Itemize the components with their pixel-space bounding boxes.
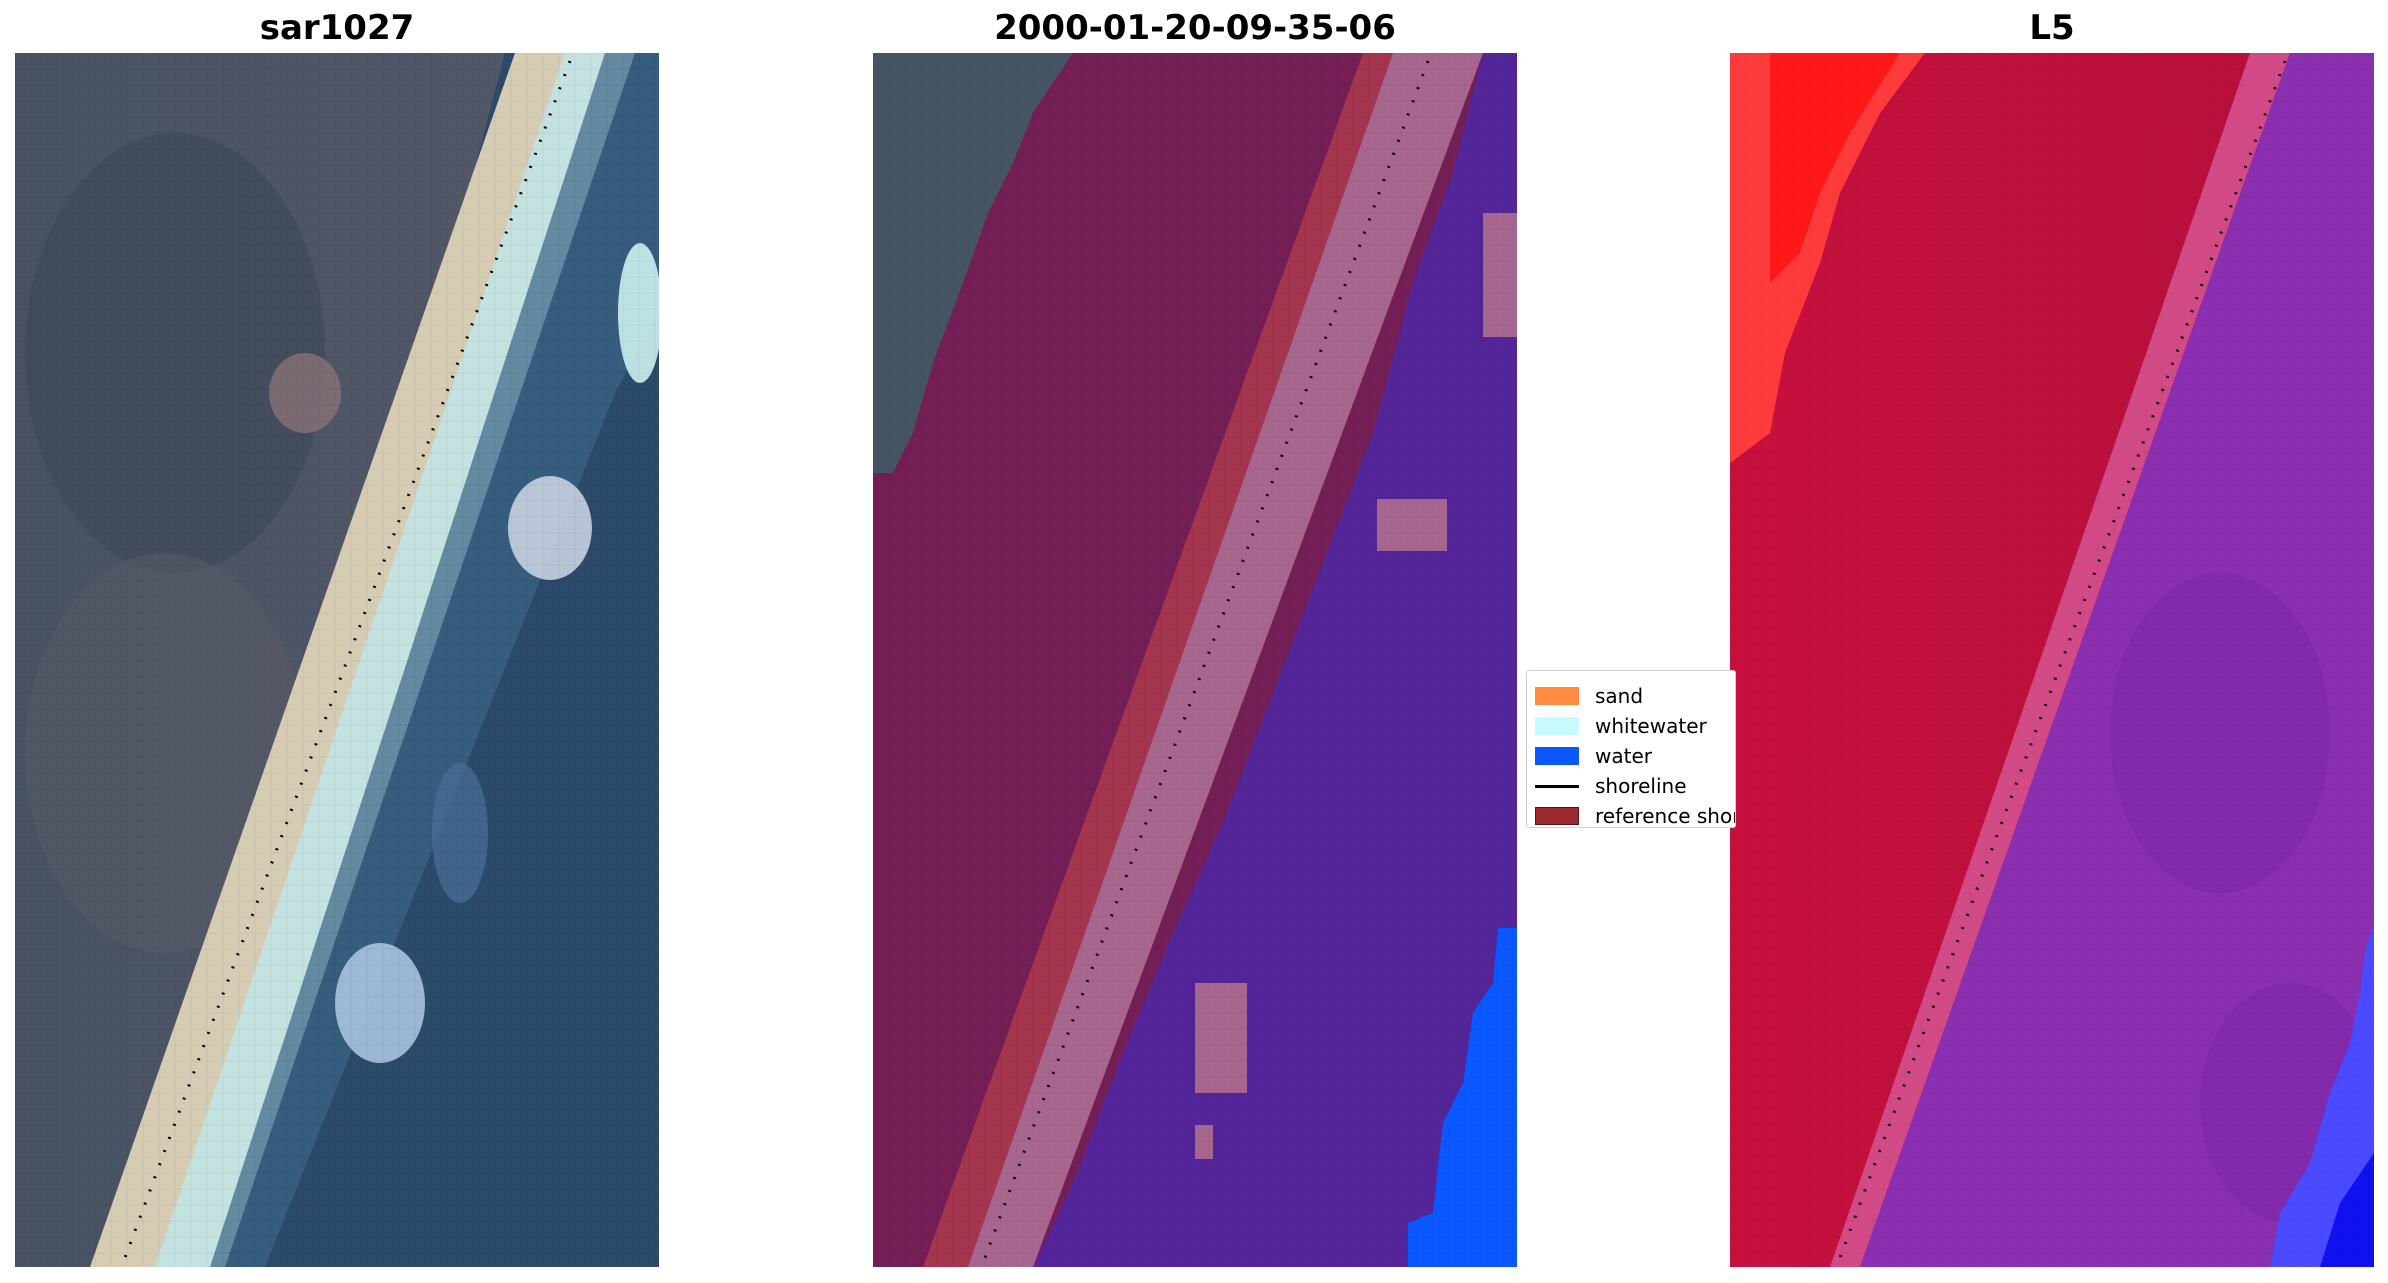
index-image: [1730, 53, 2374, 1267]
sand-swatch: [1535, 687, 1579, 705]
legend-label: reference shoreline: [1595, 804, 1736, 828]
panel-title-index: L5: [2029, 8, 2075, 48]
whitewater-swatch: [1535, 717, 1579, 735]
legend-label: whitewater: [1595, 714, 1707, 738]
classified-image: [873, 53, 1517, 1267]
water-swatch: [1535, 747, 1579, 765]
legend-label: sand: [1595, 684, 1644, 708]
legend: sand whitewater water shoreline referenc…: [1526, 670, 1736, 828]
index-image-panel: [1730, 53, 2374, 1267]
legend-label: shoreline: [1595, 774, 1687, 798]
rgb-image: [15, 53, 659, 1267]
legend-label: water: [1595, 744, 1652, 768]
panel-title-classified: 2000-01-20-09-35-06: [994, 8, 1396, 48]
classified-image-panel: [873, 53, 1517, 1267]
shoreline-line-swatch: [1535, 785, 1579, 788]
rgb-image-panel: [15, 53, 659, 1267]
reference-shoreline-swatch: [1535, 807, 1579, 825]
panel-title-rgb: sar1027: [259, 8, 415, 48]
